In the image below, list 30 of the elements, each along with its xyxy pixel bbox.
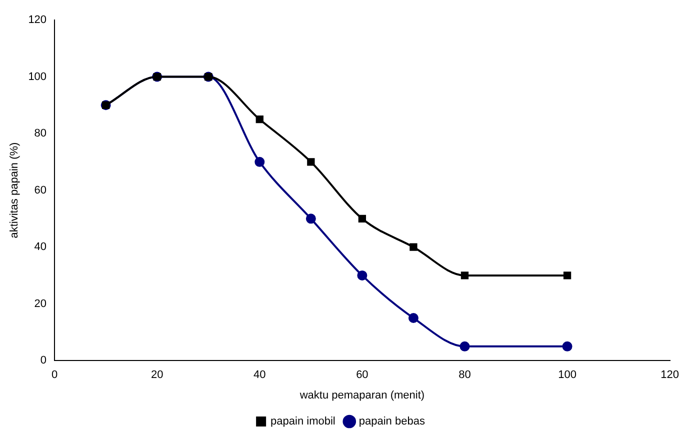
point bbox=[562, 341, 572, 352]
point bbox=[254, 156, 265, 167]
y-tick-label: 0 bbox=[40, 354, 47, 367]
x-tick-label: 80 bbox=[458, 369, 471, 382]
point bbox=[410, 243, 418, 251]
legend-label: papain bebas bbox=[358, 416, 426, 428]
x-tick-label: 0 bbox=[51, 369, 58, 382]
point bbox=[408, 313, 418, 324]
y-tick-label: 40 bbox=[34, 241, 47, 254]
point bbox=[460, 341, 470, 352]
x-tick-label: 20 bbox=[150, 369, 164, 382]
point bbox=[460, 272, 469, 280]
y-tick-label: 60 bbox=[34, 184, 47, 196]
y-tick-label: 20 bbox=[34, 298, 47, 310]
y-tick-label: 80 bbox=[34, 128, 47, 140]
x-axis-title: waktu pemaparan (menit) bbox=[298, 389, 425, 402]
point bbox=[563, 272, 572, 280]
point bbox=[357, 270, 368, 280]
point bbox=[306, 214, 316, 224]
legend-label: papain imobil bbox=[270, 416, 336, 428]
x-tick-label: 40 bbox=[254, 369, 266, 382]
x-tick-label: 100 bbox=[558, 369, 576, 382]
y-axis-title: aktivitas papain (%) bbox=[8, 142, 21, 238]
x-tick-label: 120 bbox=[660, 369, 680, 382]
y-tick-label: 100 bbox=[28, 70, 47, 83]
point bbox=[358, 214, 366, 223]
point bbox=[256, 116, 264, 124]
x-tick-label: 60 bbox=[356, 369, 368, 382]
point bbox=[307, 158, 315, 166]
y-tick-label: 120 bbox=[28, 14, 47, 26]
